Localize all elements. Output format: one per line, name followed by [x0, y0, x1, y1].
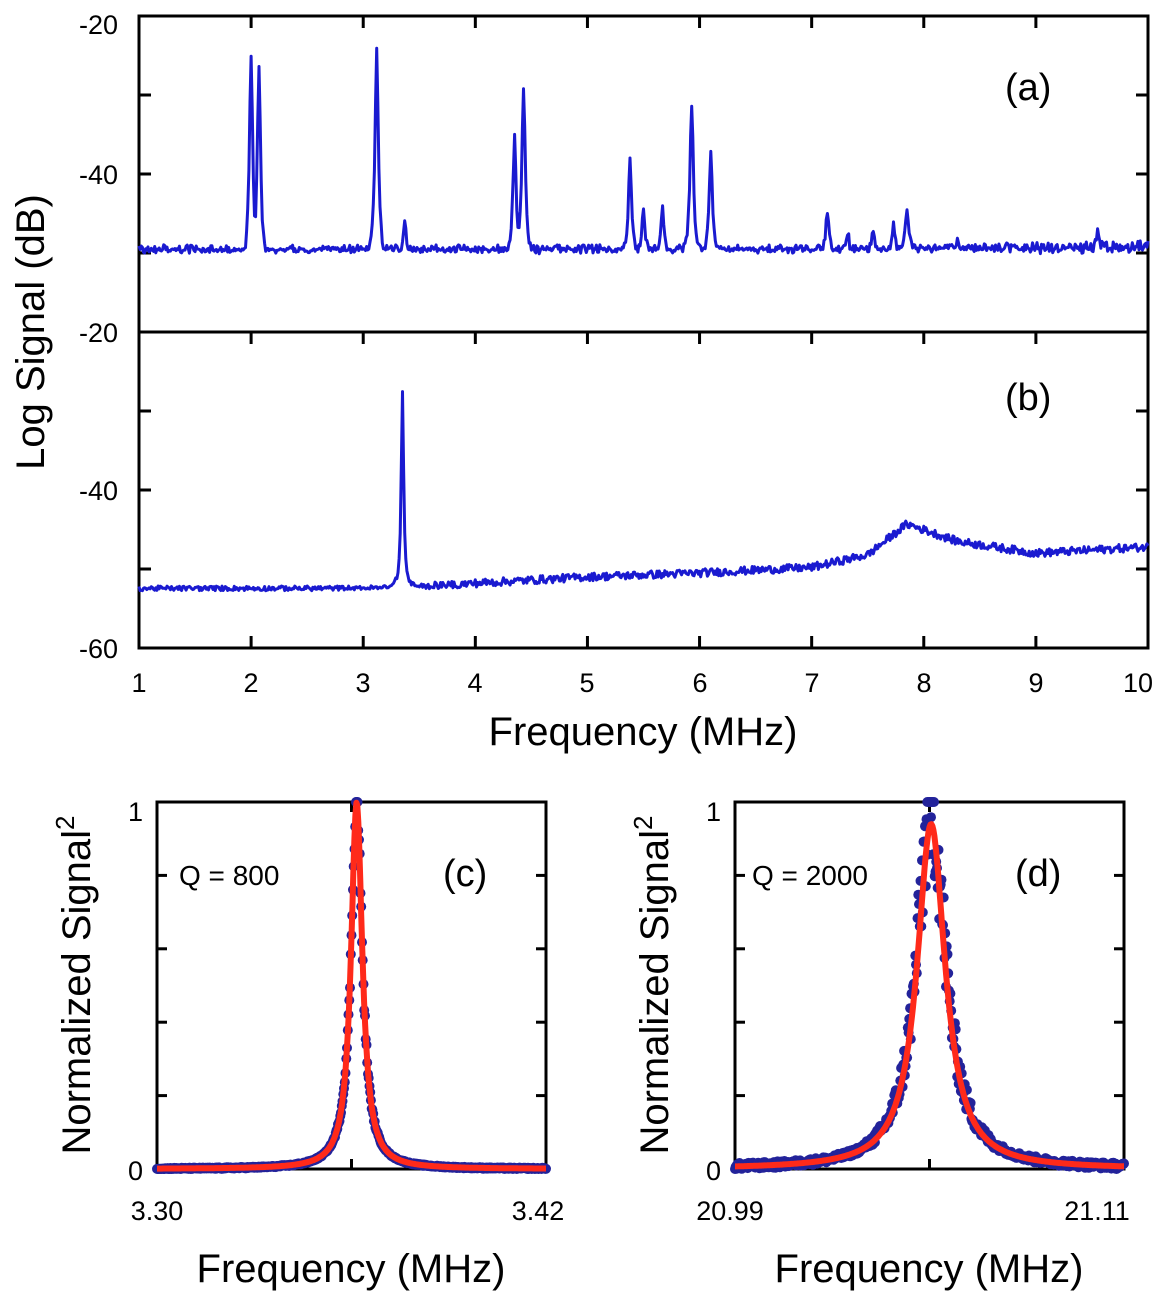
data-point-d	[926, 812, 936, 823]
x-axis-label-c: Frequency (MHz)	[197, 1247, 506, 1291]
ytick-c-0: 0	[128, 1156, 143, 1186]
ytick-c-1: 1	[128, 797, 143, 827]
xtick-c-left: 3.30	[131, 1196, 184, 1226]
q-annotation-c: Q = 800	[179, 860, 279, 891]
panel-b-xtick-labels: 1 2 3 4 5 6 7 8 9 10	[131, 668, 1153, 698]
y-axis-label-c-sup: 2	[50, 815, 80, 829]
x-axis-label-top: Frequency (MHz)	[489, 710, 798, 754]
data-point-d	[929, 797, 939, 807]
xtick-c-right: 3.42	[512, 1196, 565, 1226]
panel-label-b: (b)	[1005, 377, 1051, 419]
xtick-2: 2	[243, 668, 258, 698]
panel-b-frame	[137, 330, 1150, 650]
panel-label-d: (d)	[1015, 853, 1061, 895]
y-axis-label-d-sup: 2	[628, 815, 658, 829]
fit-curve-c	[155, 799, 548, 1172]
xtick-7: 7	[804, 668, 819, 698]
ytick-d-0: 0	[706, 1156, 721, 1186]
xtick-1: 1	[131, 668, 146, 698]
xtick-8: 8	[916, 668, 931, 698]
y-axis-label-d: Normalized Signal2	[628, 815, 677, 1154]
y-axis-label-top: Log Signal (dB)	[9, 194, 53, 470]
panel-d-series	[730, 797, 1129, 1174]
panel-c-series	[152, 797, 551, 1174]
y-axis-label-c: Normalized Signal2	[50, 815, 99, 1154]
ytick-b-mid: -40	[79, 476, 118, 506]
xtick-10: 10	[1123, 668, 1153, 698]
xtick-9: 9	[1028, 668, 1043, 698]
xtick-4: 4	[467, 668, 482, 698]
xtick-6: 6	[692, 668, 707, 698]
y-axis-label-c-main: Normalized Signal	[55, 830, 99, 1155]
ytick-a-mid: -40	[79, 160, 118, 190]
ytick-b-bottom: -60	[79, 634, 118, 664]
x-axis-label-d: Frequency (MHz)	[775, 1247, 1084, 1291]
tick-marks	[137, 14, 1150, 1171]
panel-label-c: (c)	[443, 853, 487, 895]
q-annotation-d: Q = 2000	[752, 860, 868, 891]
xtick-5: 5	[579, 668, 594, 698]
ytick-d-1: 1	[706, 797, 721, 827]
xtick-3: 3	[355, 668, 370, 698]
y-axis-label-d-main: Normalized Signal	[633, 830, 677, 1155]
series-line-b	[137, 390, 1150, 593]
panel-a-frame	[137, 14, 1150, 334]
panel-b-series	[137, 390, 1150, 593]
xtick-d-right: 21.11	[1064, 1196, 1130, 1226]
xtick-d-left: 20.99	[696, 1196, 764, 1226]
ytick-a-bottom: -20	[79, 318, 118, 348]
fit-curve-d	[733, 821, 1126, 1170]
ytick-a-top: -20	[79, 10, 118, 40]
series-line-a	[137, 46, 1150, 256]
panel-a-series	[137, 45, 1150, 256]
panel-label-a: (a)	[1005, 67, 1051, 109]
